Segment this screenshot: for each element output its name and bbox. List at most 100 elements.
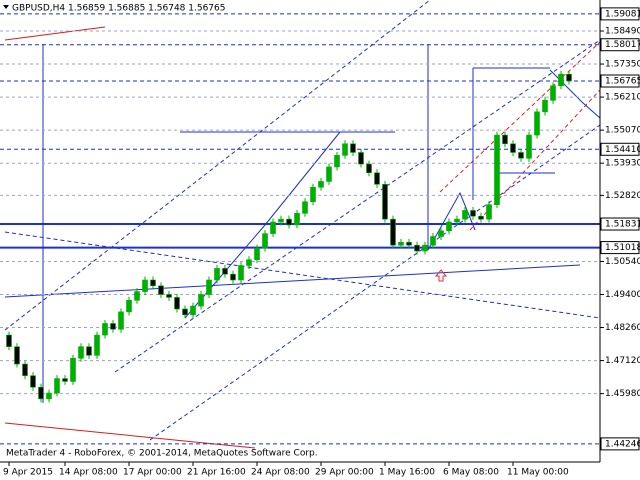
candle-body [254, 247, 260, 261]
price-box [600, 241, 640, 255]
channel-line [149, 124, 601, 441]
candle-body [414, 244, 420, 252]
candle-body [374, 172, 380, 185]
y-tick-label: 1.47120 [605, 356, 640, 366]
candle-body [494, 134, 500, 205]
candle-body [302, 201, 308, 214]
price-box [600, 437, 640, 451]
wave-line [549, 69, 601, 119]
arrow-icon [434, 269, 448, 282]
candle-body [6, 334, 12, 347]
candle-body [262, 233, 268, 249]
x-tick-label: 17 Apr 00:00 [123, 468, 182, 478]
y-tick-label: 1.45980 [605, 389, 640, 399]
x-tick-label: 21 Apr 16:00 [187, 468, 246, 478]
candle-body [502, 134, 508, 145]
price-box [600, 142, 640, 156]
y-tick-label: 1.56210 [605, 93, 640, 103]
candle-body [54, 378, 60, 394]
price-label: 1.51831 [605, 220, 640, 230]
price-label: 1.51018 [605, 243, 640, 253]
candle-body [470, 210, 476, 217]
candle-body [438, 230, 444, 237]
y-tick-label: 1.50540 [605, 257, 640, 267]
menu-icon[interactable] [3, 5, 9, 9]
candle-body [126, 299, 132, 313]
candle-body [430, 236, 436, 246]
candle-body [518, 152, 524, 159]
candle-body [230, 273, 236, 281]
x-tick-label: 14 Apr 08:00 [59, 468, 118, 478]
candle-body [510, 143, 516, 153]
candle-body [246, 259, 252, 266]
footer: MetaTrader 4 - RoboForex, © 2001-2014, M… [6, 449, 318, 459]
candle-body [406, 242, 412, 246]
plot-area [0, 0, 601, 449]
candle-body [174, 297, 180, 310]
candle-body [70, 357, 76, 382]
candle-body [198, 294, 204, 307]
candle-body [278, 218, 284, 223]
candle-body [542, 99, 548, 113]
x-tick-label: 6 May 08:00 [443, 468, 499, 478]
candle-body [158, 285, 164, 295]
y-tick-label: 1.55070 [605, 126, 640, 136]
price-label: 1.54410 [605, 145, 640, 155]
candle-body [366, 163, 372, 174]
candle-body [550, 85, 556, 101]
candle-body [294, 213, 300, 226]
candle-body [358, 152, 364, 165]
candle-body [86, 346, 92, 356]
x-tick-label: 24 Apr 08:00 [251, 468, 310, 478]
x-tick-label: 11 May 00:00 [507, 468, 569, 478]
price-label: 1.44246 [605, 439, 640, 449]
candle-body [318, 181, 324, 188]
y-tick-label: 1.57350 [605, 60, 640, 70]
candle-body [286, 218, 292, 226]
candle-body [478, 215, 484, 220]
y-tick-label: 1.53930 [605, 159, 640, 169]
y-tick-label: 1.48260 [605, 323, 640, 333]
price-box [600, 217, 640, 231]
channel-line [114, 39, 601, 373]
candle-body [78, 346, 84, 359]
candle-body [326, 166, 332, 182]
price-label: 1.59081 [605, 9, 640, 19]
y-tick-label: 1.52820 [605, 191, 640, 201]
candle-body [166, 294, 172, 298]
candle-body [310, 186, 316, 203]
candle-body [534, 111, 540, 136]
candle-body [334, 155, 340, 168]
candle-body [558, 73, 564, 87]
price-box [600, 74, 640, 88]
channel-line [4, 231, 601, 319]
candle-body [238, 265, 244, 281]
candle-body [214, 268, 220, 281]
candle-body [134, 291, 140, 301]
candle-body [102, 323, 108, 336]
candle-body [382, 184, 388, 220]
candle-body [342, 143, 348, 156]
candle-body [390, 218, 396, 246]
candle-body [118, 311, 124, 330]
price-box [600, 38, 640, 52]
candle-body [222, 268, 228, 275]
candle-body [190, 305, 196, 316]
candle-body [182, 308, 188, 316]
x-tick-label: 9 Apr 2015 [3, 468, 53, 478]
trend-line [4, 26, 106, 41]
price-label: 1.58017 [605, 40, 640, 50]
price-box [600, 7, 640, 21]
trend-line [4, 264, 581, 298]
y-tick-label: 1.49400 [605, 290, 640, 300]
candle-body [486, 204, 492, 220]
candle-body [110, 323, 116, 330]
x-tick-label: 1 May 16:00 [379, 468, 435, 478]
candle-body [398, 242, 404, 246]
candle-body [526, 134, 532, 159]
candle-body [206, 279, 212, 295]
candle-body [62, 378, 68, 382]
channel-line [439, 41, 601, 193]
candle-body [46, 392, 52, 400]
